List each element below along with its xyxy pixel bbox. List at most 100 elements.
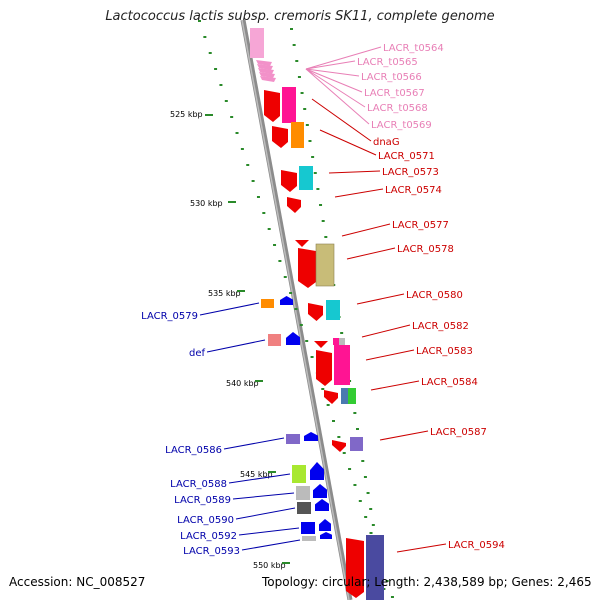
gene-feature-box [297,502,311,514]
gene-feature-box [348,388,356,404]
gene-label[interactable]: LACR_0582 [412,321,469,332]
ruler-dot [289,292,293,294]
gene-feature-plus [264,90,280,122]
gene-feature-plus [314,341,328,348]
gene-feature-plus [298,248,316,288]
gene-feature-box [326,300,340,320]
gene-feature-box [333,338,339,345]
label-leader-line [346,247,396,260]
scale-label: 530 kbp [190,199,223,208]
ruler-dot [366,492,370,494]
scale-label: 535 kbp [208,289,241,298]
ruler-dot [294,308,298,310]
label-leader-line [238,527,300,536]
gene-label[interactable]: LACR_t0569 [371,120,432,131]
ruler-dot [256,196,260,198]
label-leader-line [370,380,420,391]
gene-label[interactable]: LACR_t0565 [357,57,418,68]
label-leader-line [305,68,370,125]
label-leader-line [341,223,391,237]
ruler-dot [324,236,328,238]
gene-feature-plus [295,240,309,247]
accession-text: Accession: NC_008527 [9,575,146,589]
ruler-dot [361,460,365,462]
ruler-dot [300,92,304,94]
gene-label[interactable]: LACR_t0566 [361,72,422,83]
gene-feature-box [250,28,264,58]
gene-feature-box [315,243,335,287]
gene-features [250,28,384,600]
gene-label[interactable]: LACR_0578 [397,244,454,255]
gene-label[interactable]: LACR_0573 [382,167,439,178]
scale-label: 540 kbp [226,379,259,388]
ruler-dot [305,340,309,342]
trna-feature [260,76,276,82]
gene-feature-minus [315,499,329,511]
label-leader-line [305,68,363,93]
ruler-dot [337,436,341,438]
gene-feature-plus [281,170,297,192]
gene-label[interactable]: LACR_0577 [392,220,449,231]
ruler-dot [326,404,330,406]
ruler-dot [332,420,335,422]
label-leader-line [223,437,285,450]
ruler-dot [369,532,373,534]
label-leader-line [328,170,381,174]
label-leader-line [319,129,377,156]
gene-label[interactable]: LACR_0584 [421,377,478,388]
gene-labels: LACR_t0564 LACR_t0565 LACR_t0566 LACR_t0567… [141,43,505,557]
ruler-dot [348,468,352,470]
ruler-dot [363,476,367,478]
gene-label[interactable]: LACR_0588 [170,479,227,490]
gene-feature-box [341,388,348,404]
gene-feature-minus [310,462,324,480]
topology-text: Topology: circular; Length: 2,438,589 bp… [262,575,592,589]
label-leader-line [305,68,360,77]
scale-marks: 525 kbp 530 kbp 535 kbp 540 kbp 545 kbp 550 k… [170,110,290,570]
label-leader-line [305,68,366,108]
gene-label[interactable]: LACR_0574 [385,185,442,196]
label-leader-line [334,188,384,198]
gene-label[interactable]: LACR_t0564 [383,43,444,54]
gene-feature-minus [286,332,300,345]
label-leader-line [228,473,291,484]
gene-feature-box [282,87,296,123]
gene-feature-box [334,345,350,385]
trna-feature [258,68,274,74]
label-leader-line [241,539,301,551]
label-leader-line [206,339,266,353]
ruler-dot [342,452,346,454]
gene-label[interactable]: LACR_0590 [177,515,234,526]
gene-label[interactable]: def [189,348,206,359]
gene-label[interactable]: LACR_0586 [165,445,222,456]
gene-label[interactable]: LACR_0587 [430,427,487,438]
gene-feature-box [286,434,300,444]
ruler-dot [290,28,293,30]
gene-feature-plus [324,390,338,404]
ruler-dot [240,148,244,150]
ruler-dot [283,276,287,278]
label-leader-line [235,507,296,520]
gene-feature-box [339,338,345,345]
gene-label[interactable]: dnaG [373,137,400,148]
ruler-dot [313,172,317,174]
gene-label[interactable]: LACR_t0568 [367,103,428,114]
label-leader-line [379,430,429,441]
gene-label[interactable]: LACR_0592 [180,531,237,542]
gene-label[interactable]: LACR_0580 [406,290,463,301]
ruler-dot [235,132,239,134]
ruler-dot [316,188,320,190]
ruler-dot [219,84,223,86]
gene-label[interactable]: LACR_0593 [183,546,240,557]
ruler-dot [251,180,255,182]
gene-label[interactable]: LACR_t0567 [364,88,425,99]
ruler-dot [230,116,234,118]
gene-label[interactable]: LACR_0571 [378,151,435,162]
gene-label[interactable]: LACR_0594 [448,540,505,551]
gene-label[interactable]: LACR_0583 [416,346,473,357]
gene-label[interactable]: LACR_0589 [174,495,231,506]
gene-feature-box [261,299,274,308]
map-title: Lactococcus lactis subsp. cremoris SK11,… [105,9,495,24]
ruler-dot [292,44,296,46]
gene-label[interactable]: LACR_0579 [141,311,198,322]
